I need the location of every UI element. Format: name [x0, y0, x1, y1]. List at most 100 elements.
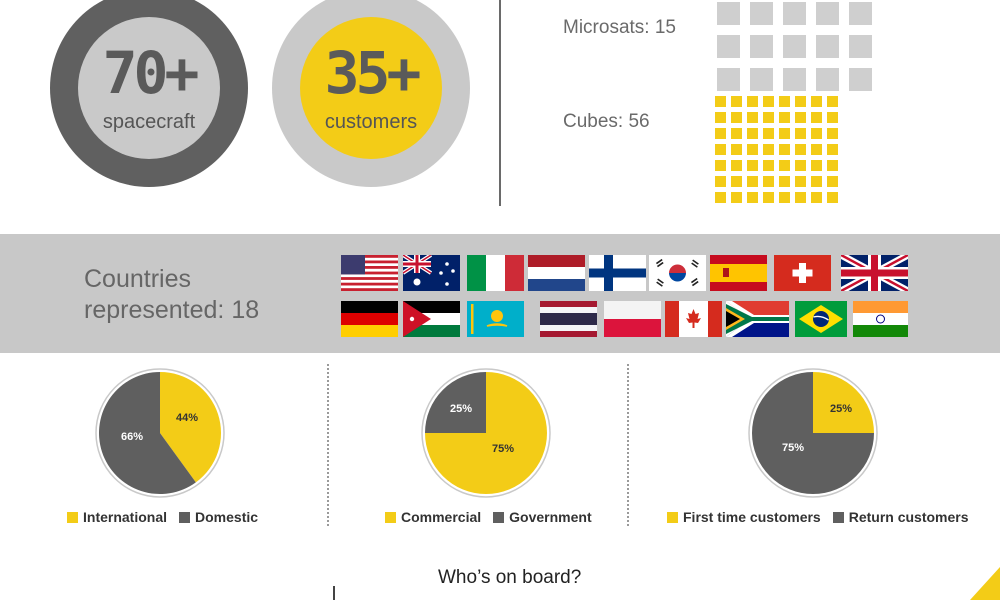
switzerland-flag [774, 255, 831, 291]
pie-slice-international [160, 372, 221, 483]
south-africa-flag [726, 301, 789, 337]
microsat-square [717, 68, 740, 91]
spacecraft-stat-circle: 70+ spacecraft [50, 0, 248, 187]
microsat-square [783, 35, 806, 58]
top-divider [499, 0, 501, 206]
cube-square [811, 112, 822, 123]
kazakhstan-flag [467, 301, 524, 337]
pie1-legend: International Domestic [67, 509, 258, 525]
netherlands-flag [528, 255, 585, 291]
cube-square [779, 128, 790, 139]
pie-slice-government [425, 372, 486, 433]
cube-square [811, 160, 822, 171]
cube-square [715, 128, 726, 139]
cube-square [779, 192, 790, 203]
cube-square [747, 144, 758, 155]
microsats-grid [717, 2, 872, 91]
cube-square [747, 192, 758, 203]
cube-square [811, 96, 822, 107]
microsat-square [849, 68, 872, 91]
cube-square [795, 160, 806, 171]
cube-square [811, 144, 822, 155]
pie2-legend: Commercial Government [385, 509, 592, 525]
pie2-label-commercial: 75% [492, 443, 514, 455]
customers-count: 35+ [324, 39, 422, 107]
cube-square [827, 128, 838, 139]
cube-square [731, 144, 742, 155]
cubes-grid [715, 96, 838, 203]
cube-square [827, 144, 838, 155]
pie3-label-first-time: 25% [830, 403, 852, 415]
legend-swatch-yellow [67, 511, 78, 523]
microsat-square [717, 2, 740, 25]
pie-slice-first-time-customers [813, 372, 874, 433]
finland-flag [589, 255, 646, 291]
legend-swatch-yellow [667, 511, 678, 523]
legend-return: Return customers [848, 509, 969, 525]
pie-chart-commercial-government: 75% 25% [421, 368, 551, 498]
cubes-label: Cubes: 56 [563, 111, 650, 132]
pie-separator-2 [627, 364, 629, 526]
poland-flag [604, 301, 661, 337]
legend-international: International [83, 509, 168, 525]
legend-swatch-yellow [385, 511, 396, 523]
pie-chart-international-domestic: 44% 66% [95, 368, 225, 498]
microsats-label: Microsats: 15 [563, 17, 676, 38]
cube-square [747, 112, 758, 123]
cube-square [779, 112, 790, 123]
cube-square [715, 192, 726, 203]
australia-flag [403, 255, 460, 291]
cube-square [795, 112, 806, 123]
cube-square [715, 176, 726, 187]
cube-square [827, 96, 838, 107]
cube-square [811, 176, 822, 187]
canada-flag [665, 301, 722, 337]
spacecraft-label: spacecraft [102, 111, 196, 133]
cube-square [811, 128, 822, 139]
cube-square [747, 160, 758, 171]
countries-label: Countries represented: 18 [84, 264, 259, 326]
cube-square [763, 176, 774, 187]
cube-square [747, 128, 758, 139]
cube-square [795, 96, 806, 107]
cube-square [731, 192, 742, 203]
spacecraft-count: 70+ [102, 39, 200, 107]
cube-square [763, 128, 774, 139]
pie3-label-return: 75% [782, 442, 804, 454]
microsat-square [816, 35, 839, 58]
legend-swatch-gray [179, 511, 191, 523]
pie3-legend: First time customers Return customers [667, 509, 969, 525]
cube-square [715, 96, 726, 107]
usa-flag [341, 255, 398, 291]
customers-label: customers [324, 111, 418, 133]
pie-slice-return-customers [752, 372, 874, 494]
india-flag [853, 301, 908, 337]
legend-first-time: First time customers [683, 509, 821, 525]
pie-chart-first-return: 25% 75% [748, 368, 878, 498]
germany-flag [341, 301, 398, 337]
pie2-label-government: 25% [450, 403, 472, 415]
whos-on-board-heading: Who’s on board? [438, 567, 582, 588]
cube-square [715, 160, 726, 171]
cube-square [763, 144, 774, 155]
microsat-square [849, 35, 872, 58]
microsat-square [750, 68, 773, 91]
jordan-flag [403, 301, 460, 337]
microsat-square [783, 68, 806, 91]
microsat-square [816, 2, 839, 25]
customers-stat-circle: 35+ customers [272, 0, 470, 187]
cube-square [811, 192, 822, 203]
cube-square [747, 176, 758, 187]
pie1-label-international: 44% [176, 412, 198, 424]
pie-separator-1 [327, 364, 329, 526]
cube-square [827, 176, 838, 187]
microsat-square [816, 68, 839, 91]
legend-swatch-gray [832, 511, 844, 523]
brazil-flag [795, 301, 847, 337]
microsat-square [717, 35, 740, 58]
countries-label-line2: represented: 18 [84, 296, 260, 324]
cube-square [827, 160, 838, 171]
cube-square [795, 192, 806, 203]
cube-square [779, 96, 790, 107]
south-korea-flag [649, 255, 706, 291]
